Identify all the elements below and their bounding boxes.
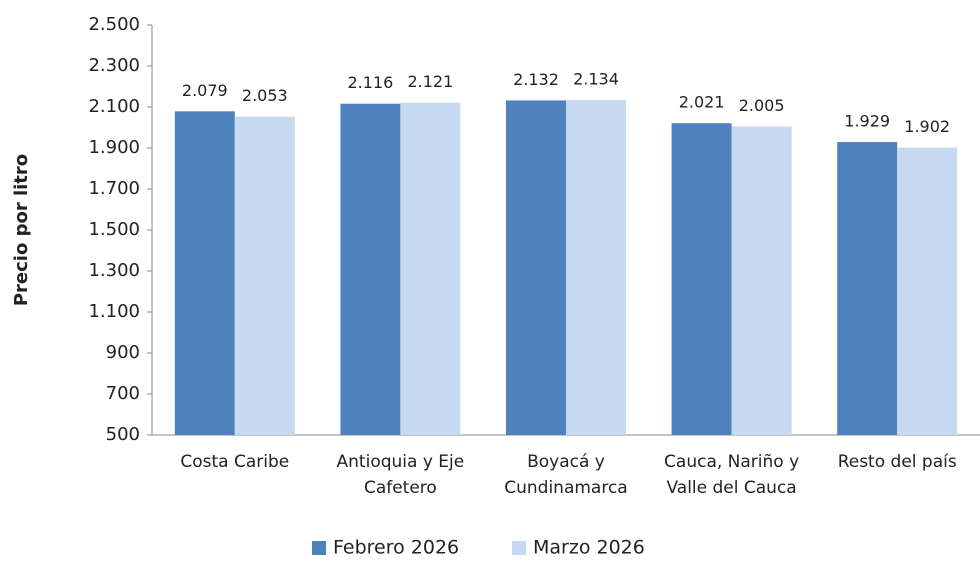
x-tick-label: Boyacá y Cundinamarca (504, 452, 628, 498)
bar (566, 100, 626, 435)
data-label: 1.929 (844, 112, 890, 131)
bar (400, 102, 461, 435)
x-tick-label: Costa Caribe (180, 452, 290, 472)
data-label: 2.134 (573, 70, 619, 89)
bar (731, 126, 792, 435)
y-tick-label: 1.100 (88, 301, 140, 322)
bar (671, 123, 732, 435)
y-tick-label: 2.500 (88, 14, 140, 35)
x-tick-label-box: Costa Caribe (180, 452, 290, 472)
data-label: 2.121 (407, 72, 453, 91)
x-tick-label-box: Antioquia y Eje Cafetero (336, 452, 465, 498)
y-tick-label: 2.300 (88, 55, 140, 76)
x-tick-label: Resto del país (837, 452, 957, 472)
data-label: 1.902 (904, 117, 950, 136)
y-tick-label: 700 (106, 383, 140, 404)
bar (174, 111, 235, 436)
y-tick-label: 500 (106, 424, 140, 445)
data-label: 2.053 (242, 86, 288, 105)
data-label: 2.132 (513, 70, 559, 89)
y-tick-label: 1.500 (88, 219, 140, 240)
y-tick-label: 1.300 (88, 260, 140, 281)
bar (837, 142, 898, 435)
y-tick-label: 2.100 (88, 96, 140, 117)
bar (234, 116, 295, 435)
y-tick-label: 1.900 (88, 137, 140, 158)
x-tick-label: Antioquia y Eje Cafetero (336, 452, 465, 498)
legend-swatch (512, 541, 526, 555)
data-label: 2.079 (182, 81, 228, 100)
x-tick-label: Cauca, Nariño y Valle del Cauca (664, 452, 800, 498)
y-tick-label: 1.700 (88, 178, 140, 199)
x-tick-label-box: Cauca, Nariño y Valle del Cauca (664, 452, 800, 498)
bar (897, 147, 958, 435)
y-tick-label: 900 (106, 342, 140, 363)
y-axis-title: Precio por litro (11, 154, 32, 306)
bar (340, 103, 401, 435)
legend-swatch (312, 541, 326, 555)
data-label: 2.116 (347, 73, 393, 92)
data-label: 2.021 (679, 93, 725, 112)
x-tick-label-box: Resto del país (837, 452, 957, 472)
data-label: 2.005 (739, 96, 785, 115)
bar (506, 100, 566, 435)
x-tick-label-box: Boyacá y Cundinamarca (504, 452, 628, 498)
legend-label: Marzo 2026 (533, 537, 645, 559)
legend-label: Febrero 2026 (333, 537, 459, 559)
